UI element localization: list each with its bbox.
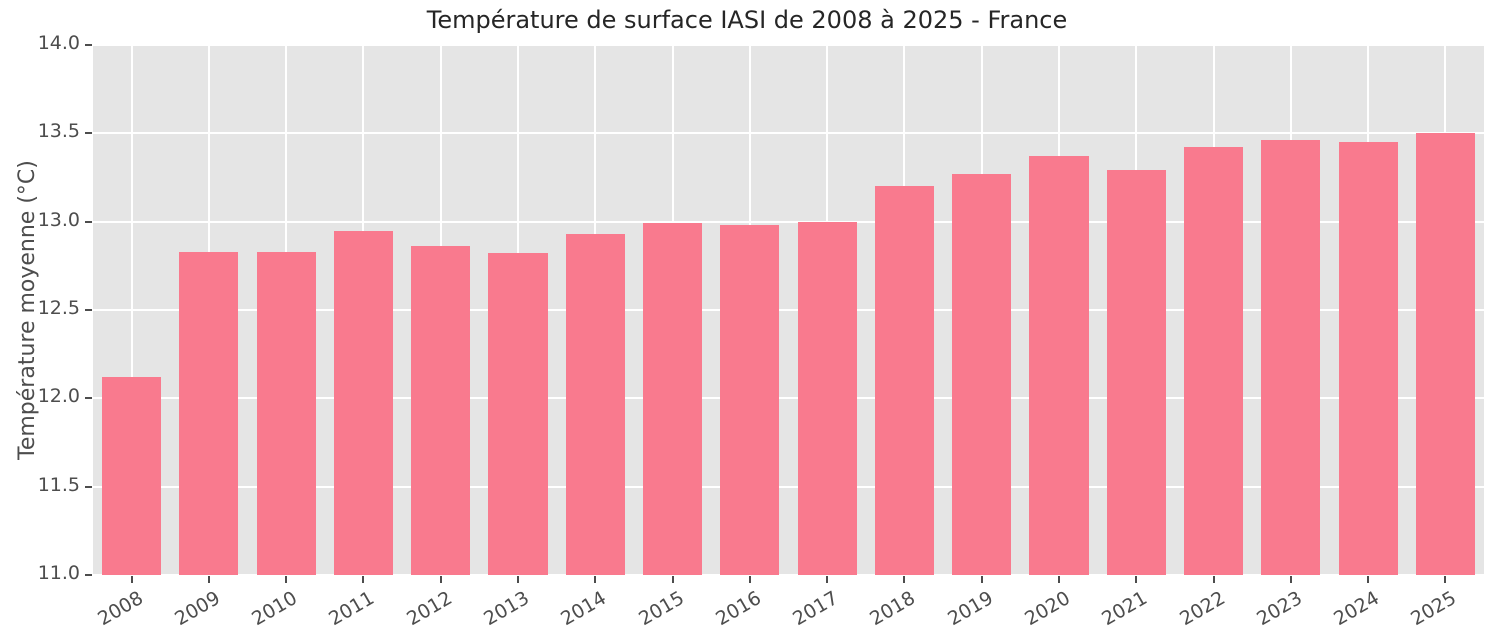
- y-tick-label: 11.0: [37, 562, 80, 584]
- y-tick-label: 14.0: [37, 32, 80, 54]
- x-tick-mark: [671, 576, 674, 583]
- plot-area: [93, 45, 1484, 575]
- bar-2013[interactable]: [488, 253, 548, 575]
- gridline-horizontal: [93, 309, 1484, 311]
- x-tick-label: 2014: [557, 587, 611, 631]
- y-tick-label: 12.0: [37, 385, 80, 408]
- x-tick-label: 2020: [1021, 587, 1074, 631]
- y-tick-label: 13.5: [37, 120, 80, 143]
- x-tick-mark: [1135, 576, 1138, 583]
- x-tick-label: 2021: [1098, 587, 1152, 631]
- x-tick-label: 2016: [711, 587, 765, 631]
- x-tick-label: 2022: [1175, 587, 1229, 631]
- y-tick-mark: [85, 132, 92, 135]
- bar-2008[interactable]: [102, 377, 162, 575]
- gridline-horizontal: [93, 397, 1484, 400]
- y-tick-mark: [85, 397, 92, 400]
- x-tick-label: 2013: [480, 587, 534, 631]
- x-tick-label: 2015: [634, 587, 688, 631]
- x-tick-mark: [826, 576, 829, 583]
- x-tick-mark: [1367, 576, 1370, 583]
- x-tick-label: 2012: [402, 587, 456, 631]
- x-tick-mark: [1212, 576, 1215, 583]
- y-tick-label: 13.0: [37, 208, 80, 231]
- x-tick-label: 2010: [248, 587, 302, 631]
- bar-2017[interactable]: [797, 221, 857, 575]
- x-tick-label: 2009: [171, 587, 224, 631]
- bar-2025[interactable]: [1415, 133, 1475, 575]
- x-tick-mark: [748, 576, 751, 583]
- y-tick-mark: [85, 220, 92, 223]
- gridline-horizontal: [93, 132, 1484, 135]
- gridline-horizontal: [93, 220, 1484, 223]
- bar-2020[interactable]: [1029, 156, 1089, 575]
- x-tick-mark: [517, 576, 520, 583]
- y-tick-mark: [85, 44, 92, 46]
- y-tick-label: 11.5: [37, 473, 80, 496]
- x-tick-label: 2024: [1330, 587, 1384, 631]
- x-tick-mark: [207, 576, 210, 583]
- x-tick-mark: [1057, 576, 1060, 583]
- x-tick-label: 2008: [93, 587, 147, 631]
- bar-2015[interactable]: [643, 223, 703, 575]
- gridline-horizontal: [93, 45, 1484, 46]
- x-tick-label: 2011: [325, 587, 379, 631]
- bar-2014[interactable]: [565, 234, 625, 575]
- chart-title: Température de surface IASI de 2008 à 20…: [426, 6, 1068, 34]
- gridline-vertical: [130, 45, 133, 575]
- bar-2022[interactable]: [1183, 147, 1244, 575]
- bar-2016[interactable]: [720, 225, 780, 575]
- y-tick-mark: [85, 309, 92, 311]
- bar-2012[interactable]: [411, 246, 471, 575]
- x-tick-label: 2023: [1252, 587, 1306, 631]
- gridline-horizontal: [93, 485, 1484, 488]
- y-tick-mark: [85, 485, 92, 488]
- bar-2010[interactable]: [256, 251, 316, 575]
- bar-2024[interactable]: [1338, 142, 1398, 575]
- y-tick-mark: [85, 574, 92, 576]
- x-tick-mark: [285, 576, 288, 583]
- x-tick-label: 2025: [1407, 587, 1461, 631]
- bar-2023[interactable]: [1261, 140, 1321, 575]
- x-tick-mark: [362, 576, 365, 583]
- y-tick-label: 12.5: [37, 297, 80, 319]
- x-tick-mark: [130, 576, 133, 583]
- x-tick-label: 2019: [943, 587, 997, 631]
- x-tick-mark: [1444, 576, 1447, 583]
- x-tick-label: 2018: [866, 587, 920, 631]
- gridline-horizontal: [93, 574, 1484, 575]
- x-tick-mark: [1289, 576, 1292, 583]
- x-tick-mark: [594, 576, 597, 583]
- bar-2021[interactable]: [1106, 170, 1166, 575]
- bar-2009[interactable]: [179, 251, 239, 575]
- bar-2019[interactable]: [952, 173, 1012, 575]
- x-tick-mark: [439, 576, 442, 583]
- x-tick-mark: [980, 576, 983, 583]
- x-tick-label: 2017: [789, 587, 843, 631]
- x-tick-mark: [903, 576, 906, 583]
- bar-2018[interactable]: [874, 186, 934, 575]
- bar-2011[interactable]: [333, 230, 394, 575]
